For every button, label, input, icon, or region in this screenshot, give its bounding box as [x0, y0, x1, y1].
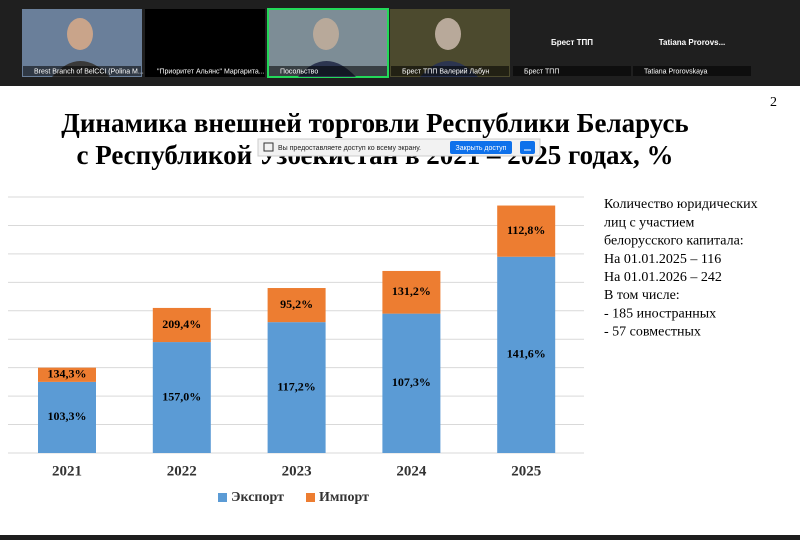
- bar-segment: [497, 205, 556, 257]
- bar-label: 112,8%: [507, 223, 545, 237]
- label-bg: [633, 66, 751, 76]
- legend-label: Экспорт: [231, 490, 284, 505]
- legend-swatch: [306, 493, 315, 502]
- x-tick-label: 2025: [511, 463, 541, 479]
- bar-segment: [267, 322, 326, 453]
- person-head: [435, 18, 461, 50]
- label-bg: [269, 66, 387, 76]
- bar-segment: [497, 256, 556, 453]
- bar-label: 141,6%: [507, 347, 546, 361]
- participant-label: Брест ТПП: [524, 68, 559, 75]
- legend-label: Импорт: [319, 490, 369, 505]
- video-tile[interactable]: [145, 9, 265, 77]
- x-tick-label: 2024: [396, 463, 427, 479]
- page-number: 2: [770, 95, 777, 110]
- share-banner: Вы предоставляете доступ ко всему экрану…: [257, 138, 541, 157]
- bar-segment: [267, 288, 326, 323]
- participant-name: Tatiana Prorovs...: [659, 38, 726, 47]
- participant-name: Брест ТПП: [551, 38, 593, 47]
- label-bg: [146, 66, 264, 76]
- participant-label: "Приоритет Альянс" Маргарита...: [157, 68, 265, 75]
- participant-label: Брест ТПП Валерий Лабун: [402, 67, 489, 75]
- chart-title: Динамика внешней торговли Республики Бел…: [61, 108, 688, 138]
- bar-segment: [38, 381, 96, 453]
- participant-label: Brest Branch of BelCCI (Polina M...: [34, 68, 144, 75]
- side-text-line: - 185 иностранных: [604, 306, 716, 321]
- banner-icon: [263, 142, 274, 152]
- bar-label: 131,2%: [392, 284, 431, 298]
- minimize-button[interactable]: [520, 141, 535, 154]
- video-tile[interactable]: [512, 9, 632, 77]
- bar-segment: [382, 313, 441, 453]
- chart: 103,3% 134,3% 2021 157,0% 209,4% 2022 117,2% 95…: [8, 196, 584, 505]
- bar-label: 209,4%: [162, 317, 201, 331]
- bar-segment: [152, 342, 211, 453]
- legend-swatch: [218, 493, 227, 502]
- bar-label: 107,3%: [392, 375, 431, 389]
- side-text: Количество юридических лиц с участием бело…: [604, 197, 758, 339]
- stop-share-label[interactable]: Закрыть доступ: [456, 145, 507, 152]
- bar-label: 103,3%: [48, 409, 87, 423]
- stop-share-button[interactable]: [450, 141, 512, 154]
- x-tick-label: 2023: [282, 463, 312, 479]
- bar-label: 117,2%: [277, 379, 315, 393]
- bar-segment: [152, 307, 211, 343]
- tiles: Brest Branch of BelCCI (Polina M... "Прио…: [22, 8, 752, 78]
- video-tile[interactable]: [632, 9, 752, 77]
- x-tick-label: 2022: [167, 463, 197, 479]
- participant-label: Tatiana Prorovskaya: [644, 68, 708, 75]
- label-bg: [513, 66, 631, 76]
- banner-message: Вы предоставляете доступ ко всему экрану…: [278, 145, 421, 152]
- bar-segment: [38, 367, 96, 382]
- bar-segment: [382, 270, 441, 314]
- bar-label: 95,2%: [280, 297, 313, 311]
- bar-label: 157,0%: [162, 389, 201, 403]
- side-text-line: В том числе:: [604, 288, 680, 303]
- person-head: [313, 18, 339, 50]
- side-text-line: - 57 совместных: [604, 325, 701, 340]
- side-text-line: Количество юридических: [604, 197, 758, 212]
- side-text-line: белорусского капитала:: [604, 234, 744, 249]
- label-bg: [391, 66, 509, 76]
- x-tick-label: 2021: [52, 463, 82, 479]
- side-text-line: На 01.01.2026 – 242: [604, 270, 722, 285]
- person-head: [67, 18, 93, 50]
- side-text-line: лиц с участием: [604, 215, 694, 230]
- side-text-line: На 01.01.2025 – 116: [604, 252, 721, 267]
- participant-label: Посольство: [280, 68, 318, 75]
- label-bg: [23, 66, 141, 76]
- bar-label: 134,3%: [48, 367, 87, 381]
